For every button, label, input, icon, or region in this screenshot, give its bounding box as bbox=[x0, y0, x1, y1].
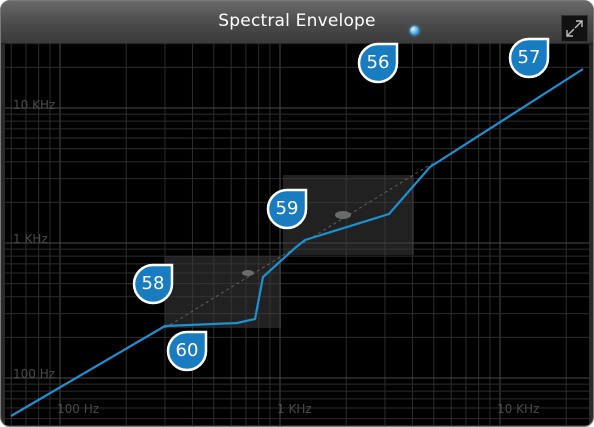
callout-58: 58 bbox=[132, 263, 174, 305]
envelope-plot[interactable]: 100 Hz 1 KHz 10 KHz 10 KHz 1 KHz 100 Hz bbox=[5, 43, 589, 425]
panel-title: Spectral Envelope bbox=[218, 11, 376, 31]
y-label-100hz: 100 Hz bbox=[13, 367, 55, 381]
callout-59-label: 59 bbox=[275, 198, 299, 219]
callout-58-label: 58 bbox=[141, 273, 165, 294]
x-label-10khz: 10 KHz bbox=[497, 402, 539, 416]
callout-56: 56 bbox=[357, 42, 399, 84]
y-label-1khz: 1 KHz bbox=[13, 232, 48, 246]
x-label-100hz: 100 Hz bbox=[57, 402, 99, 416]
callout-60: 60 bbox=[166, 330, 208, 372]
panel-titlebar: Spectral Envelope bbox=[1, 1, 593, 44]
band-handle-low[interactable] bbox=[242, 270, 254, 276]
band-handle-high[interactable] bbox=[335, 211, 351, 219]
expand-button[interactable] bbox=[561, 15, 588, 42]
callout-60-label: 60 bbox=[175, 340, 199, 361]
envelope-curve[interactable] bbox=[10, 68, 584, 417]
x-label-1khz: 1 KHz bbox=[277, 402, 312, 416]
callout-56-label: 56 bbox=[366, 52, 390, 73]
callout-57: 57 bbox=[508, 37, 550, 79]
plot-grid bbox=[5, 43, 589, 425]
callout-59: 59 bbox=[266, 188, 308, 230]
y-label-10khz: 10 KHz bbox=[13, 98, 55, 112]
status-dot-icon[interactable] bbox=[410, 26, 419, 35]
expand-icon bbox=[566, 20, 583, 37]
callout-57-label: 57 bbox=[517, 47, 541, 68]
